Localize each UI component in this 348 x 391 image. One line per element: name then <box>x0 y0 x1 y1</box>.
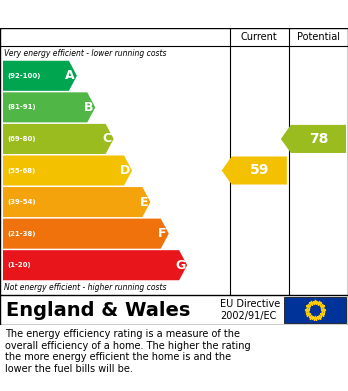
Text: 59: 59 <box>250 163 269 178</box>
Polygon shape <box>222 156 287 185</box>
Text: (39-54): (39-54) <box>7 199 35 205</box>
Text: Very energy efficient - lower running costs: Very energy efficient - lower running co… <box>4 49 166 58</box>
Text: F: F <box>158 227 167 240</box>
Text: (81-91): (81-91) <box>7 104 35 110</box>
Text: C: C <box>103 133 112 145</box>
Text: (1-20): (1-20) <box>7 262 31 268</box>
Text: G: G <box>175 259 185 272</box>
Text: (21-38): (21-38) <box>7 231 35 237</box>
Text: B: B <box>84 101 93 114</box>
Text: Not energy efficient - higher running costs: Not energy efficient - higher running co… <box>4 283 166 292</box>
Polygon shape <box>3 124 114 154</box>
Text: (92-100): (92-100) <box>7 73 40 79</box>
Polygon shape <box>3 92 95 122</box>
Text: Potential: Potential <box>297 32 340 42</box>
Text: Current: Current <box>241 32 278 42</box>
Polygon shape <box>3 187 150 217</box>
Polygon shape <box>3 156 132 186</box>
Text: (55-68): (55-68) <box>7 167 35 174</box>
Text: E: E <box>140 196 148 208</box>
Text: EU Directive
2002/91/EC: EU Directive 2002/91/EC <box>220 299 280 321</box>
Bar <box>284 297 346 323</box>
Text: D: D <box>120 164 130 177</box>
Polygon shape <box>281 125 346 153</box>
Polygon shape <box>3 219 169 249</box>
Text: England & Wales: England & Wales <box>6 301 190 319</box>
Text: (69-80): (69-80) <box>7 136 35 142</box>
Polygon shape <box>3 61 77 91</box>
Text: The energy efficiency rating is a measure of the
overall efficiency of a home. T: The energy efficiency rating is a measur… <box>5 329 251 374</box>
Text: A: A <box>65 69 75 82</box>
Text: 78: 78 <box>309 132 328 146</box>
Text: Energy Efficiency Rating: Energy Efficiency Rating <box>8 7 218 22</box>
Polygon shape <box>3 250 187 280</box>
